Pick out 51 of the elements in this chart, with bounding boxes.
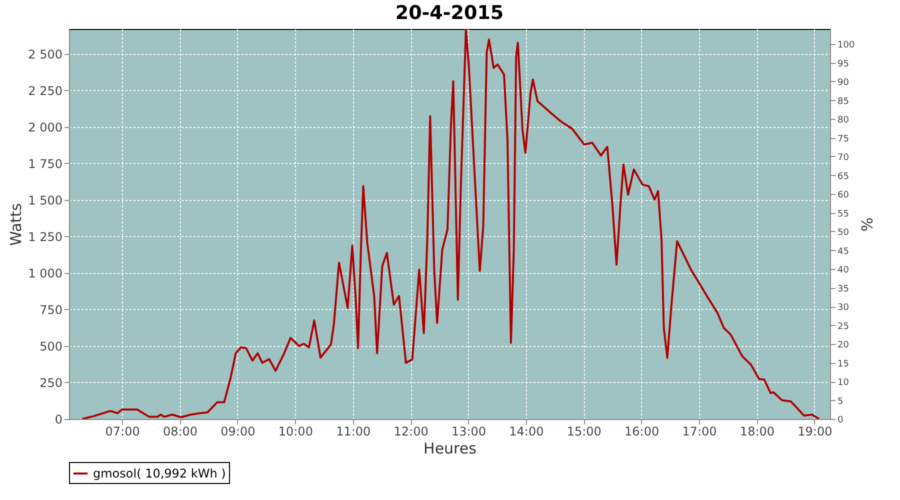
x-tick-label: 07:00 (105, 424, 140, 438)
y-tick-label: 750 (40, 302, 62, 317)
y2-tick-label: 20 (838, 340, 850, 350)
y2-tick-label: 15 (838, 359, 849, 370)
y2-tick-label: 90 (838, 78, 850, 88)
y2-tick-label: 5 (838, 396, 844, 407)
x-tick-label: 10:00 (278, 424, 313, 438)
x-tick-label: 09:00 (220, 424, 256, 438)
x-axis-title: Heures (424, 440, 477, 458)
y-tick-label: 1 000 (28, 266, 62, 280)
y2-tick-label: 75 (838, 134, 849, 144)
x-tick-label: 19:00 (798, 424, 832, 438)
x-tick-label: 17:00 (682, 424, 717, 438)
x-tick-label: 13:00 (451, 424, 486, 438)
x-tick-label: 14:00 (509, 424, 544, 438)
y2-tick-label: 85 (838, 96, 849, 107)
x-tick-label: 18:00 (740, 424, 775, 438)
y-axis-title: Watts (7, 203, 26, 246)
y2-tick-label: 35 (838, 284, 849, 294)
y2-tick-label: 60 (838, 190, 850, 200)
y2-tick-label: 50 (838, 228, 850, 238)
y2-tick-label: 55 (838, 209, 849, 220)
x-tick-label: 12:00 (394, 424, 428, 438)
y2-tick-label: 45 (838, 246, 849, 257)
y-tick-label: 2 500 (28, 47, 62, 62)
y-tick-label: 0 (54, 412, 62, 426)
y-tick-label: 1 750 (28, 156, 62, 171)
y2-tick-label: 80 (838, 116, 850, 126)
y2-tick-label: 10 (838, 378, 850, 388)
y2-tick-label: 95 (838, 59, 849, 70)
y-tick-label: 500 (40, 339, 62, 354)
x-tick-label: 15:00 (566, 424, 602, 438)
y-tick-label: 250 (40, 376, 62, 390)
x-tick-label: 08:00 (162, 424, 198, 438)
y2-axis-title: % (858, 217, 876, 232)
y-tick-label: 1 250 (28, 230, 62, 244)
y-tick-label: 2 250 (28, 84, 62, 98)
chart-title: 20-4-2015 (395, 2, 504, 24)
y2-tick-label: 0 (838, 416, 844, 426)
y2-tick-label: 25 (838, 322, 849, 332)
y-tick-label: 2 000 (28, 120, 62, 134)
y2-tick-label: 70 (838, 153, 850, 163)
line-series (81, 29, 820, 419)
y2-tick-label: 65 (838, 172, 849, 182)
y2-tick-label: 30 (838, 303, 850, 313)
legend-label: gmosol( 10,992 kWh ) (93, 466, 226, 480)
y2-tick-label: 100 (838, 40, 855, 50)
y-tick-label: 1 500 (28, 193, 62, 208)
x-tick-label: 16:00 (624, 424, 660, 438)
y2-tick-label: 40 (838, 266, 850, 276)
x-tick-label: 11:00 (336, 424, 371, 438)
